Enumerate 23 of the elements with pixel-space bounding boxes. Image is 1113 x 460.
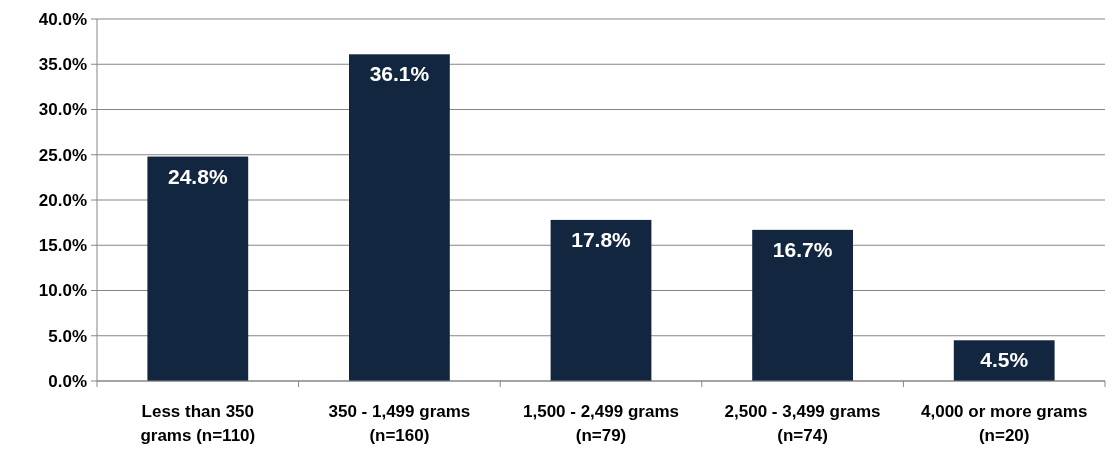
y-tick-label: 30.0% [38, 100, 87, 120]
data-label: 24.8% [168, 164, 228, 188]
y-tick-label: 0.0% [48, 371, 87, 391]
y-tick-label: 40.0% [38, 9, 87, 29]
data-label: 17.8% [571, 227, 632, 251]
y-tick-label: 20.0% [38, 190, 87, 210]
y-tick-label: 5.0% [48, 326, 87, 346]
bar [752, 229, 853, 381]
data-label: 36.1% [369, 62, 430, 86]
data-label: 4.5% [980, 348, 1029, 372]
y-tick-label: 15.0% [38, 236, 87, 256]
bar [147, 156, 249, 381]
x-tick-label: 1,500 - 2,499 grams (n=79) [523, 402, 679, 445]
x-tick-label: 4,000 or more grams (n=20) [921, 402, 1088, 445]
bar [349, 54, 450, 381]
y-tick-label: 10.0% [38, 281, 87, 301]
data-label: 16.7% [772, 237, 833, 261]
bar [550, 219, 652, 381]
y-tick-label: 25.0% [38, 145, 87, 165]
x-tick-label: Less than 350 grams (n=110) [140, 402, 256, 445]
x-tick-label: 350 - 1,499 grams (n=160) [328, 402, 471, 445]
x-tick-label: 2,500 - 3,499 grams (n=74) [724, 402, 881, 445]
y-tick-label: 35.0% [38, 55, 87, 75]
